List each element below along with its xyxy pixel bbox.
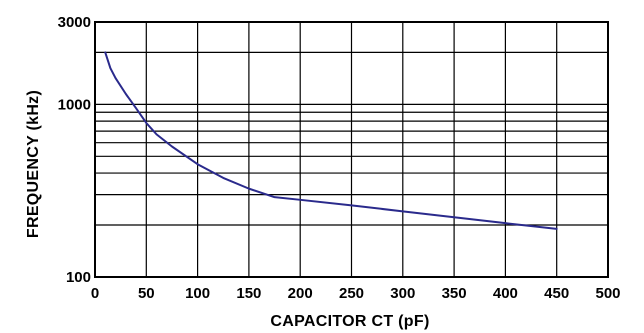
series-line-0 bbox=[104, 51, 558, 230]
x-tick-label: 0 bbox=[91, 285, 99, 302]
y-axis-label: FREQUENCY (kHz) bbox=[25, 90, 42, 238]
x-tick-label: 500 bbox=[595, 285, 620, 302]
x-tick-label: 400 bbox=[493, 285, 518, 302]
data-series bbox=[104, 51, 558, 230]
x-tick-label: 350 bbox=[442, 285, 467, 302]
x-tick-label: 200 bbox=[288, 285, 313, 302]
x-tick-label: 250 bbox=[339, 285, 364, 302]
grid bbox=[94, 22, 609, 277]
plot-border bbox=[94, 21, 609, 278]
x-tick-label: 150 bbox=[236, 285, 261, 302]
y-tick-label: 3000 bbox=[58, 14, 91, 31]
x-axis-label: CAPACITOR CT (pF) bbox=[270, 313, 429, 330]
x-tick-label: 50 bbox=[138, 285, 155, 302]
x-tick-label: 300 bbox=[390, 285, 415, 302]
x-tick-label: 450 bbox=[544, 285, 569, 302]
x-tick-label: 100 bbox=[185, 285, 210, 302]
y-tick-label: 1000 bbox=[58, 96, 91, 113]
tick-labels: 0 50 100 150 200 250 300 350 400 450 500 100 1000 300… bbox=[58, 14, 621, 302]
y-tick-label: 100 bbox=[66, 269, 91, 286]
plot-frame bbox=[94, 21, 609, 278]
